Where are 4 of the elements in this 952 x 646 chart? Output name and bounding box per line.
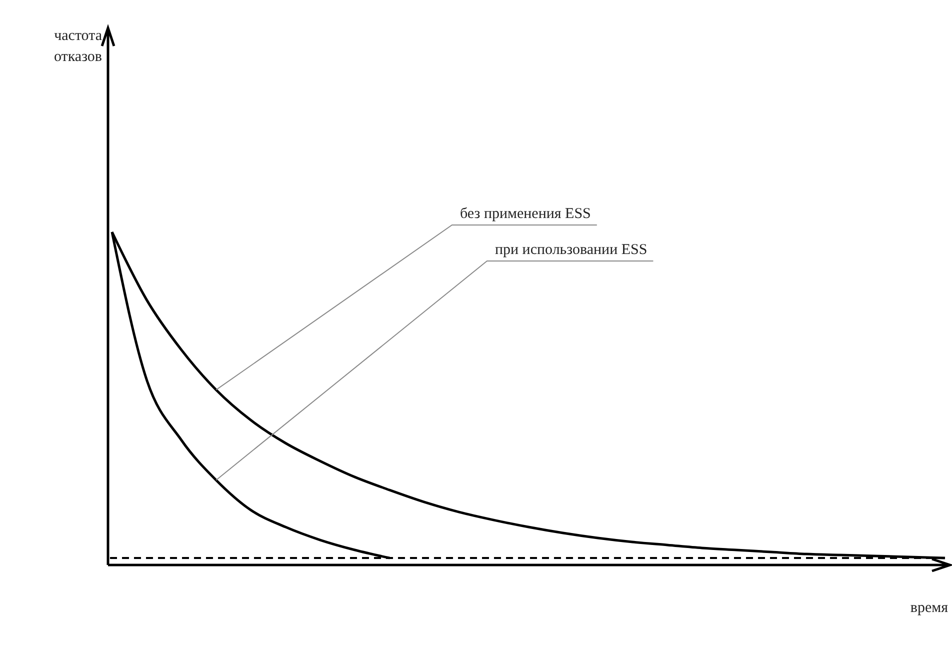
text: частота отказов <box>54 28 102 65</box>
x-axis-title: время <box>910 600 948 616</box>
text: при использовании ESS <box>495 242 648 258</box>
text: без применения ESS <box>460 206 591 222</box>
